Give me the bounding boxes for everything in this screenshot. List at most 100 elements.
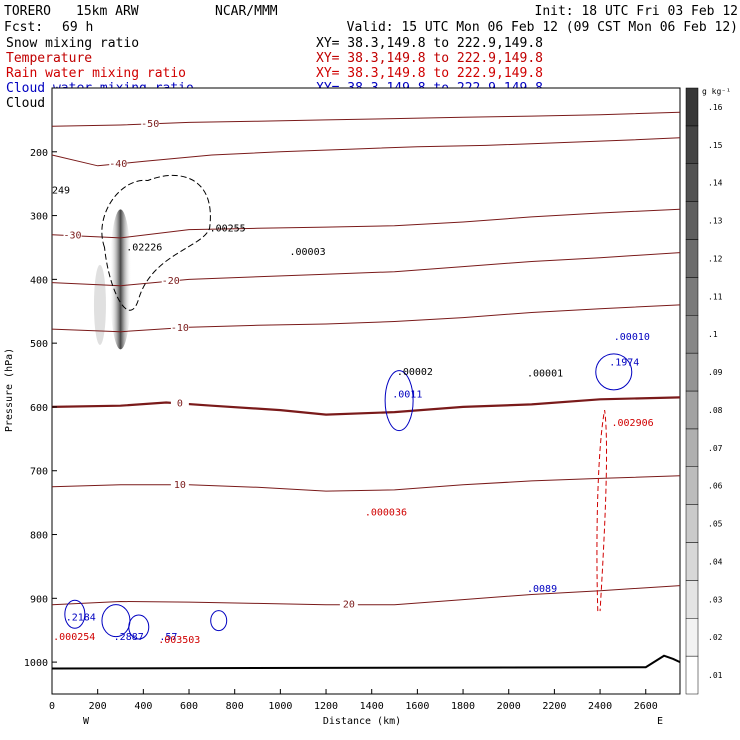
contour-label: 10 bbox=[174, 480, 186, 491]
contour-label-bg bbox=[161, 275, 180, 287]
colorbar-label: .04 bbox=[708, 557, 723, 566]
colorbar-label: .02 bbox=[708, 633, 723, 642]
x-tick-label: 2600 bbox=[634, 701, 658, 712]
colorbar-label: .15 bbox=[708, 141, 723, 150]
colorbar-segment bbox=[685, 466, 699, 505]
temperature-contour bbox=[51, 208, 681, 239]
colorbar-segment bbox=[685, 163, 699, 202]
maximum-label: .2887 bbox=[114, 632, 144, 643]
maximum-label: .57 bbox=[159, 632, 177, 643]
maximum-label: .00001 bbox=[527, 368, 563, 379]
y-tick-label: 1000 bbox=[24, 658, 48, 669]
colorbar-segment bbox=[685, 542, 699, 581]
contour-label-bg bbox=[109, 157, 128, 169]
colorbar-segment bbox=[685, 618, 699, 657]
contour-label: -50 bbox=[141, 119, 159, 130]
colorbar-segment bbox=[685, 277, 699, 316]
maximum-label: .1974 bbox=[609, 357, 639, 368]
colorbar-label: .01 bbox=[708, 671, 723, 680]
y-tick-label: 600 bbox=[30, 403, 48, 414]
y-tick-label: 200 bbox=[30, 148, 48, 159]
colorbar-label: .14 bbox=[708, 179, 723, 188]
colorbar-segment bbox=[685, 655, 699, 695]
colorbar-segment bbox=[685, 201, 699, 240]
maximum-label: .2184 bbox=[66, 613, 96, 624]
contour-label-bg bbox=[339, 598, 358, 610]
colorbar-label: .03 bbox=[708, 595, 723, 604]
y-tick-label: 300 bbox=[30, 212, 48, 223]
maximum-label: .002906 bbox=[611, 418, 653, 429]
x-tick-label: 0 bbox=[49, 701, 55, 712]
temperature-contour bbox=[51, 585, 681, 606]
maximum-label: .00002 bbox=[397, 367, 433, 378]
hydrometeor-contours bbox=[51, 174, 681, 670]
forecast-hour: 69 h bbox=[62, 20, 93, 35]
colorbar-unit: g kg⁻¹ bbox=[702, 87, 731, 96]
y-tick-label: 400 bbox=[30, 275, 48, 286]
colorbar-label: .13 bbox=[708, 217, 723, 226]
temperature-contour bbox=[51, 396, 681, 416]
maximum-label: .00003 bbox=[289, 247, 325, 258]
model-center: NCAR/MMM bbox=[215, 4, 278, 19]
colorbar-segment bbox=[685, 125, 699, 164]
y-tick-label: 700 bbox=[30, 467, 48, 478]
x-axis: 0 200 400 600 800 1000 1200 1400 1600 1800 2000 220… bbox=[49, 689, 658, 712]
legend-field-xy: XY= 38.3,149.8 to 222.9,149.8 bbox=[316, 36, 543, 51]
contour-label: -10 bbox=[171, 323, 189, 334]
model-name: TORERO bbox=[4, 4, 51, 19]
colorbar-label: .05 bbox=[708, 520, 723, 529]
maximum-label: .000254 bbox=[53, 632, 95, 643]
x-tick-label: 1200 bbox=[314, 701, 338, 712]
east-label: E bbox=[657, 716, 663, 727]
plot-area bbox=[51, 87, 681, 695]
y-axis-label: Pressure (hPa) bbox=[4, 348, 15, 432]
snow-halo bbox=[93, 264, 106, 345]
maximum-label: .00255 bbox=[210, 224, 246, 235]
y-tick-label: 800 bbox=[30, 531, 48, 542]
maximum-label: .003503 bbox=[158, 635, 200, 646]
maximum-label: 249 bbox=[52, 185, 70, 196]
colorbar-segment bbox=[685, 239, 699, 278]
colorbar-label: .06 bbox=[708, 482, 723, 491]
cloud-water-contour bbox=[384, 370, 414, 432]
colorbar-label: .07 bbox=[708, 444, 723, 453]
colorbar-segment bbox=[685, 87, 699, 127]
temperature-contour bbox=[51, 475, 681, 492]
maximum-label: .00010 bbox=[614, 332, 650, 343]
rain-contour bbox=[596, 410, 608, 612]
contour-label: 0 bbox=[177, 398, 183, 409]
x-tick-label: 1600 bbox=[405, 701, 429, 712]
x-tick-label: 400 bbox=[134, 701, 152, 712]
valid-time: Valid: 15 UTC Mon 06 Feb 12 (09 CST Mon … bbox=[347, 20, 738, 35]
contour-label: 20 bbox=[343, 600, 355, 611]
x-tick-label: 600 bbox=[180, 701, 198, 712]
colorbar-segment bbox=[685, 580, 699, 619]
legend-field-name: Snow mixing ratio bbox=[6, 36, 139, 51]
x-tick-label: 800 bbox=[226, 701, 244, 712]
x-tick-label: 2400 bbox=[588, 701, 612, 712]
cloud-water-contour bbox=[210, 610, 228, 632]
cloud-water-contour bbox=[128, 614, 150, 640]
cloud-water-contour bbox=[595, 353, 633, 391]
snow-core bbox=[109, 209, 132, 350]
colorbar-segment bbox=[685, 428, 699, 467]
colorbar-label: .16 bbox=[708, 103, 723, 112]
legend-field-xy: XY= 38.3,149.8 to 222.9,149.8 bbox=[316, 51, 543, 66]
temperature-contour bbox=[51, 304, 681, 333]
colorbar-segment bbox=[685, 315, 699, 354]
contour-label: -20 bbox=[162, 276, 180, 287]
colorbar-label: .12 bbox=[708, 254, 723, 263]
terrain-line bbox=[51, 654, 681, 670]
colorbar-label: .11 bbox=[708, 292, 723, 301]
y-tick-label: 500 bbox=[30, 339, 48, 350]
colorbar: .01 .02 .03 .04 .05 .06 .07 .08 .09 .1 .11 .12 .13 .1… bbox=[685, 87, 723, 695]
maxima-labels: .00255 .02226 .00003 .00010 .1974 .00002 .0011… bbox=[52, 185, 654, 646]
model-resolution: 15km ARW bbox=[76, 4, 139, 19]
contour-label-bg bbox=[170, 321, 189, 333]
x-tick-label: 200 bbox=[89, 701, 107, 712]
colorbar-label: .09 bbox=[708, 368, 723, 377]
west-label: W bbox=[83, 716, 90, 727]
x-tick-label: 1400 bbox=[360, 701, 384, 712]
init-time: Init: 18 UTC Fri 03 Feb 12 bbox=[535, 4, 739, 19]
